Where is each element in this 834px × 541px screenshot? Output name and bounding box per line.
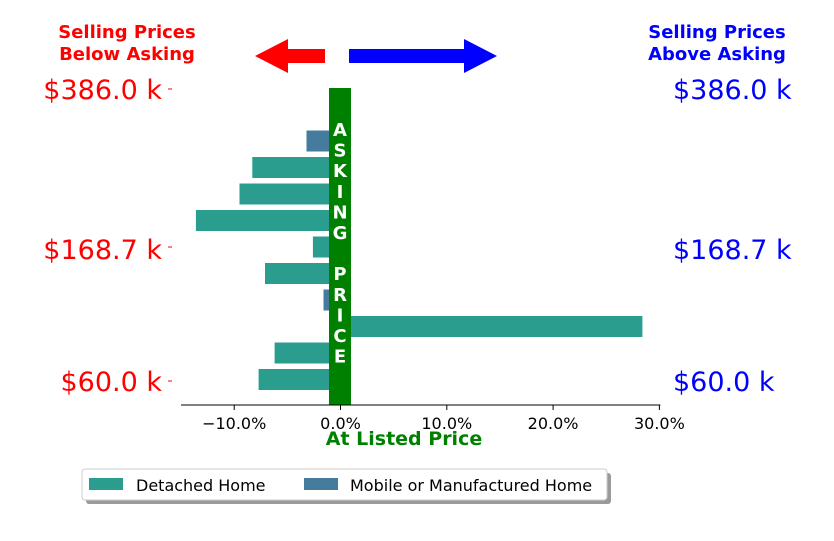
right-arrow-icon (349, 39, 497, 73)
bar-5 (265, 263, 341, 284)
above-asking-title-line2: Above Asking (648, 44, 786, 65)
x-tick-label-0: −10.0% (202, 414, 266, 433)
legend-label-detached: Detached Home (136, 476, 266, 495)
asking-letter-1: S (334, 141, 347, 162)
x-axis: −10.0% 0.0% 10.0% 20.0% 30.0% (181, 404, 685, 433)
asking-letter-11: E (334, 347, 346, 368)
x-tick-label-3: 20.0% (528, 414, 579, 433)
asking-price-band (329, 88, 351, 405)
asking-letter-0: A (333, 120, 347, 141)
legend-label-mobile: Mobile or Manufactured Home (350, 476, 592, 495)
bar-1 (252, 157, 341, 178)
bar-8 (274, 342, 341, 364)
price-label-left-bottom: $60.0 k (60, 367, 162, 398)
asking-letter-5: G (333, 223, 348, 244)
asking-letter-9: I (337, 305, 344, 326)
legend-swatch-mobile (304, 478, 338, 490)
below-asking-title-line2: Below Asking (59, 44, 195, 65)
bar-9 (258, 369, 341, 390)
bar-2 (239, 183, 341, 205)
x-tick-label-1: 0.0% (320, 414, 361, 433)
asking-letter-2: K (333, 161, 348, 182)
x-axis-label: At Listed Price (326, 428, 482, 450)
asking-letter-8: R (333, 285, 347, 306)
left-arrow-icon (255, 39, 325, 73)
legend: Detached Home Mobile or Manufactured Hom… (81, 468, 611, 504)
below-asking-title-line1: Selling Prices (58, 22, 195, 43)
price-label-left-middle: $168.7 k (43, 235, 162, 266)
x-tick-label-2: 10.0% (421, 414, 472, 433)
x-tick-label-4: 30.0% (634, 414, 685, 433)
asking-letter-10: C (333, 326, 346, 347)
price-label-right-top: $386.0 k (673, 75, 792, 106)
bars-group (195, 130, 643, 390)
legend-swatch-detached (89, 478, 123, 490)
price-label-right-bottom: $60.0 k (673, 367, 775, 398)
bar-7 (340, 316, 643, 337)
above-asking-title-line1: Selling Prices (648, 22, 785, 43)
bar-3 (195, 210, 341, 231)
price-label-right-middle: $168.7 k (673, 235, 792, 266)
legend-box (81, 468, 608, 501)
asking-letter-3: I (337, 182, 344, 203)
asking-letter-4: N (332, 202, 347, 223)
asking-letter-7: P (333, 264, 346, 285)
price-label-left-top: $386.0 k (43, 75, 162, 106)
